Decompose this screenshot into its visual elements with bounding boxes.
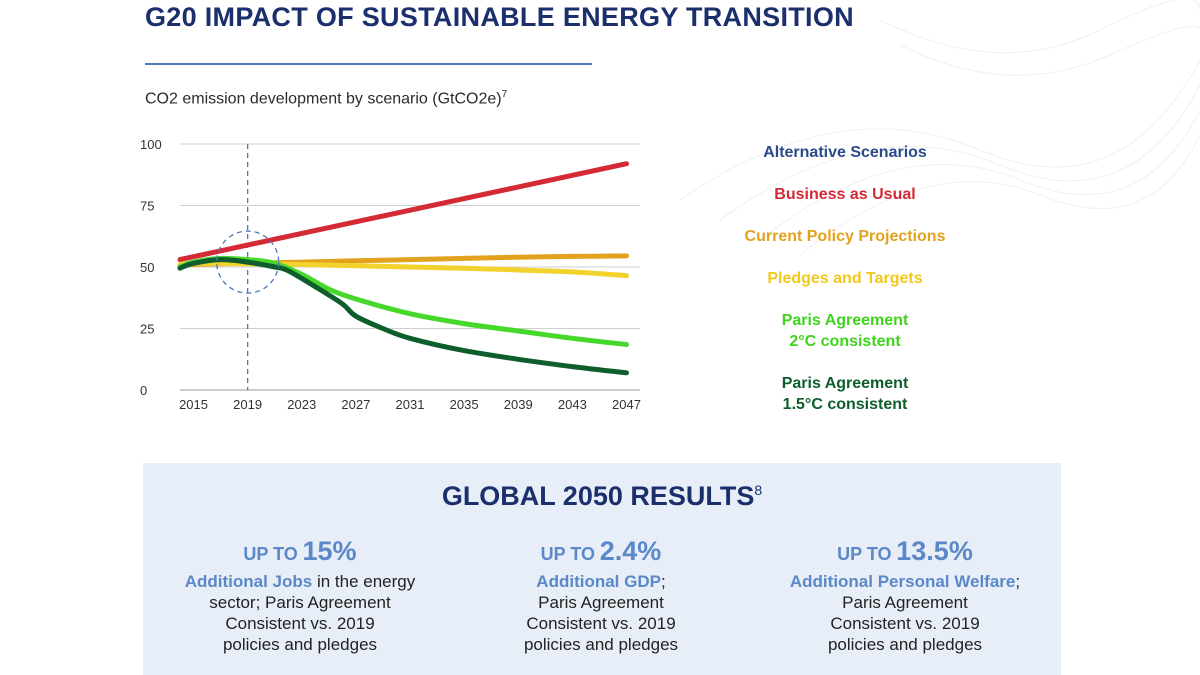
results-title-footnote: 8 xyxy=(754,482,763,498)
x-tick-label: 2019 xyxy=(233,397,262,412)
decorative-wave-lines xyxy=(680,0,1200,256)
chart-title-text: CO2 emission development by scenario (Gt… xyxy=(145,90,502,108)
legend-item: Paris Agreement 1.5°C consistent xyxy=(690,373,1000,415)
global-results-panel: GLOBAL 2050 RESULTS8 UP TO 15% Additional… xyxy=(143,463,1061,675)
series-line-pledges-and-targets xyxy=(177,260,629,279)
result-value: 15% xyxy=(302,536,357,566)
legend-item: Paris Agreement 2°C consistent xyxy=(690,310,1000,352)
result-description-line: Paris Agreement xyxy=(538,593,664,612)
result-description-line: policies and pledges xyxy=(523,635,679,654)
page-title: G20 IMPACT OF SUSTAINABLE ENERGY TRANSIT… xyxy=(145,2,854,32)
y-tick-label: 50 xyxy=(140,260,154,275)
results-title: GLOBAL 2050 RESULTS8 xyxy=(143,481,1061,512)
highlight-2019-circle xyxy=(215,230,280,294)
legend-item-label: 1.5°C consistent xyxy=(782,396,908,413)
result-value: 2.4% xyxy=(599,536,662,566)
legend-heading: Alternative Scenarios xyxy=(763,144,927,161)
result-card: UP TO 2.4% Additional GDP; Paris Agreement… xyxy=(451,536,751,655)
result-inline-text: ; xyxy=(1015,572,1021,591)
x-tick-label: 2023 xyxy=(287,397,316,412)
result-headline: UP TO 2.4% xyxy=(451,536,751,570)
x-tick-label: 2047 xyxy=(612,397,641,412)
legend-item-label: Pledges and Targets xyxy=(767,270,923,287)
result-highlight: Additional Personal Welfare xyxy=(789,572,1016,591)
y-tick-label: 25 xyxy=(140,322,154,337)
up-to-label: UP TO xyxy=(837,544,892,564)
result-description-line: Consistent vs. 2019 xyxy=(225,614,375,633)
legend-item: Business as Usual xyxy=(690,184,1000,205)
result-card: UP TO 13.5% Additional Personal Welfare; P… xyxy=(755,536,1055,655)
legend-item-label: Current Policy Projections xyxy=(744,228,946,245)
legend-item-label: Paris Agreement xyxy=(781,312,909,329)
chart-title: CO2 emission development by scenario (Gt… xyxy=(145,89,507,108)
result-card: UP TO 15% Additional Jobs in the energy se… xyxy=(150,536,450,655)
legend-item-label: 2°C consistent xyxy=(789,333,901,350)
result-highlight: Additional Jobs xyxy=(184,572,313,591)
result-description-line: policies and pledges xyxy=(827,635,983,654)
result-description-line: sector; Paris Agreement xyxy=(209,593,391,612)
legend-item: Current Policy Projections xyxy=(690,226,1000,247)
result-description-line: Paris Agreement xyxy=(842,593,968,612)
result-description-first-line: Additional Personal Welfare; xyxy=(755,571,1055,592)
result-description-line: policies and pledges xyxy=(222,635,378,654)
x-tick-label: 2015 xyxy=(179,397,208,412)
emissions-line-chart: 0 25 50 75 100 2015 2019 2023 2027 2031 2035 2039 20… xyxy=(140,137,641,412)
y-tick-label: 75 xyxy=(140,199,154,214)
legend-item-label: Paris Agreement xyxy=(781,375,909,392)
x-tick-label: 2027 xyxy=(341,397,370,412)
result-headline: UP TO 15% xyxy=(150,536,450,570)
x-tick-label: 2031 xyxy=(396,397,425,412)
title-divider xyxy=(145,63,592,65)
series-line-paris-agreement-1-5-c-consistent xyxy=(177,257,629,376)
legend-item-label: Business as Usual xyxy=(774,186,916,203)
result-description-line: Consistent vs. 2019 xyxy=(526,614,676,633)
series-line-business-as-usual xyxy=(177,161,629,263)
y-tick-label: 100 xyxy=(140,137,162,152)
results-title-text: GLOBAL 2050 RESULTS xyxy=(441,481,755,511)
x-tick-label: 2043 xyxy=(558,397,587,412)
x-tick-label: 2039 xyxy=(504,397,533,412)
result-headline: UP TO 13.5% xyxy=(755,536,1055,570)
result-value: 13.5% xyxy=(896,536,973,566)
result-description-first-line: Additional GDP; xyxy=(451,571,751,592)
up-to-label: UP TO xyxy=(540,544,596,564)
result-description-first-line: Additional Jobs in the energy xyxy=(150,571,450,592)
up-to-label: UP TO xyxy=(243,544,298,564)
y-tick-label: 0 xyxy=(140,383,147,398)
result-description-line: Consistent vs. 2019 xyxy=(830,614,980,633)
x-tick-label: 2035 xyxy=(450,397,479,412)
result-inline-text: in the energy xyxy=(312,572,416,591)
result-highlight: Additional GDP xyxy=(536,572,661,591)
legend-item: Pledges and Targets xyxy=(690,268,1000,289)
result-inline-text: ; xyxy=(660,572,666,591)
chart-title-footnote: 7 xyxy=(501,89,508,100)
